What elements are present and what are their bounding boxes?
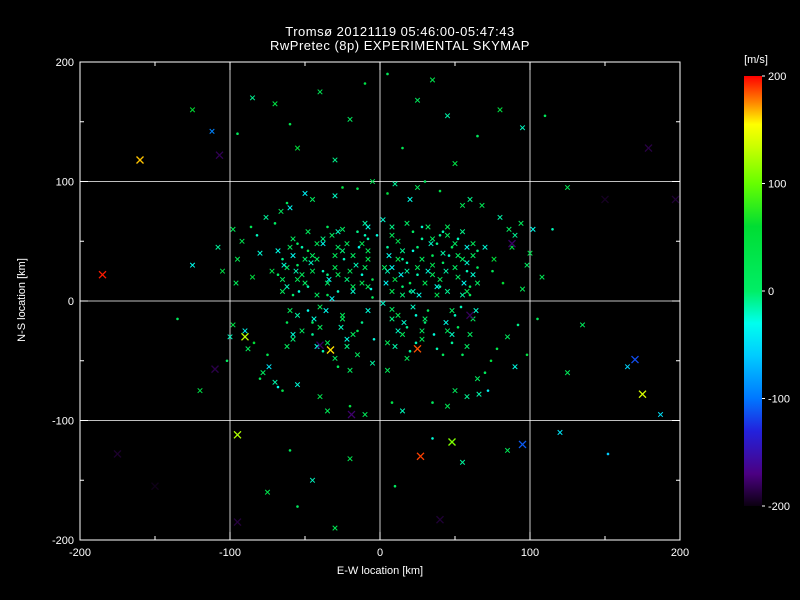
axes-box bbox=[79, 61, 681, 541]
grid-lines bbox=[80, 62, 680, 540]
svg-text:-100: -100 bbox=[219, 547, 241, 559]
svg-text:-100: -100 bbox=[52, 416, 74, 428]
scatter-points bbox=[98, 72, 680, 531]
svg-text:200: 200 bbox=[56, 57, 74, 69]
svg-text:-200: -200 bbox=[768, 501, 790, 513]
chart-title: Tromsø 20121119 05:46:00-05:47:43 bbox=[285, 24, 515, 39]
svg-text:0: 0 bbox=[68, 296, 74, 308]
svg-text:200: 200 bbox=[671, 547, 689, 559]
svg-text:-100: -100 bbox=[768, 394, 790, 406]
svg-text:200: 200 bbox=[768, 71, 786, 83]
tick-labels: -200 -100 0 100 200 -200 -100 0 100 200 bbox=[52, 57, 689, 559]
colorbar-unit-label: [m/s] bbox=[744, 54, 768, 66]
svg-text:100: 100 bbox=[768, 179, 786, 191]
colorbar: 200 100 0 -100 -200 bbox=[744, 71, 790, 513]
svg-text:-200: -200 bbox=[52, 535, 74, 547]
svg-text:100: 100 bbox=[521, 547, 539, 559]
svg-text:100: 100 bbox=[56, 177, 74, 189]
svg-text:-200: -200 bbox=[69, 547, 91, 559]
x-axis-label: E-W location [km] bbox=[336, 565, 424, 577]
chart-subtitle: RwPretec (8p) EXPERIMENTAL SKYMAP bbox=[270, 38, 530, 53]
svg-text:0: 0 bbox=[377, 547, 383, 559]
svg-text:0: 0 bbox=[768, 286, 774, 298]
